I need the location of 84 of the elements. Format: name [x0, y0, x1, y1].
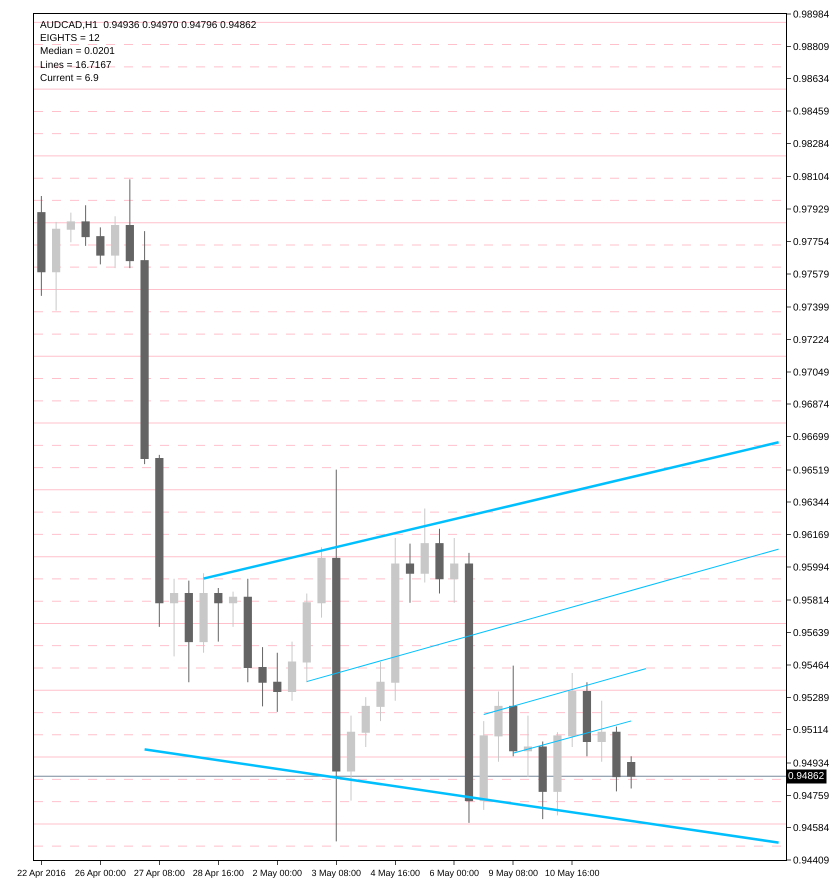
- candlestick: [37, 195, 46, 296]
- candlestick: [199, 572, 208, 654]
- y-tick-label: 0.95814: [793, 596, 830, 607]
- candlestick: [170, 578, 178, 657]
- x-tick-label: 2 May 00:00: [252, 868, 302, 878]
- candlestick: [391, 538, 400, 702]
- y-tick-label: 0.98984: [793, 10, 830, 20]
- y-tick-label: 0.98459: [793, 106, 830, 118]
- candlestick: [406, 543, 414, 604]
- candlestick: [612, 726, 621, 792]
- candlestick: [346, 715, 356, 802]
- y-tick-label: 0.96874: [793, 400, 830, 411]
- y-tick-label: 0.98634: [793, 74, 830, 86]
- candlestick: [228, 591, 238, 628]
- annotation: Lines = 16.7167: [40, 60, 112, 71]
- x-tick-label: 10 May 16:00: [544, 868, 600, 878]
- y-tick-label: 0.97224: [793, 334, 830, 346]
- candlestick: [568, 672, 576, 748]
- candlestick: [494, 691, 503, 762]
- x-tick-label: 9 May 08:00: [488, 868, 538, 878]
- x-tick-label: 3 May 08:00: [312, 868, 362, 878]
- candlestick: [524, 715, 532, 778]
- candlestick: [582, 682, 592, 757]
- y-tick-label: 0.94409: [793, 856, 830, 866]
- y-tick-label: 0.97579: [793, 269, 830, 280]
- annotation: Median = 0.0201: [40, 46, 116, 57]
- y-tick-label: 0.95114: [793, 725, 829, 736]
- ref-line-label: 0.94862: [788, 771, 825, 782]
- candlestick: [52, 221, 60, 312]
- candlestick: [66, 212, 75, 243]
- x-tick-label: 4 May 16:00: [370, 868, 420, 878]
- y-tick-label: 0.98809: [793, 42, 830, 53]
- candlestick: [244, 578, 252, 683]
- candlestick: [110, 216, 120, 269]
- y-tick-label: 0.96169: [793, 530, 830, 542]
- candlestick: [627, 756, 636, 789]
- y-tick-label: 0.95994: [793, 562, 830, 574]
- y-tick-label: 0.96699: [793, 432, 830, 444]
- y-tick-label: 0.96344: [793, 498, 830, 509]
- candlestick: [362, 696, 370, 748]
- candlestick: [435, 528, 444, 594]
- y-tick-label: 0.97754: [793, 236, 830, 248]
- candlestick: [302, 593, 311, 683]
- annotation: Current = 6.9: [40, 73, 100, 84]
- x-tick-label: 26 Apr 00:00: [74, 868, 126, 878]
- annotation: EIGHTS = 12: [40, 33, 100, 44]
- candlestick: [332, 469, 340, 842]
- candlestick: [140, 230, 149, 465]
- candlestick: [317, 546, 326, 618]
- candlestick: [450, 538, 458, 604]
- candlestick: [464, 552, 474, 824]
- annotation: AUDCAD,H1 0.94936 0.94970 0.94796 0.94862: [40, 20, 257, 31]
- y-tick-label: 0.94759: [793, 790, 830, 802]
- candlestick: [258, 646, 267, 707]
- y-tick-label: 0.95464: [793, 660, 830, 672]
- y-tick-label: 0.96519: [793, 465, 830, 476]
- candlestick: [82, 204, 90, 246]
- candlestick: [538, 740, 547, 820]
- candlestick: [480, 720, 488, 810]
- candlestick: [155, 454, 164, 628]
- candlestick: [598, 700, 606, 762]
- x-tick-label: 22 Apr 2016: [17, 868, 66, 878]
- y-tick-label: 0.94584: [793, 823, 830, 834]
- candlestick: [288, 641, 296, 702]
- x-tick-label: 6 May 00:00: [429, 868, 480, 878]
- y-tick-label: 0.94934: [793, 758, 830, 770]
- candlestick: [273, 652, 282, 712]
- candlestick: [126, 178, 134, 269]
- candlestick: [376, 661, 385, 722]
- candlestick: [96, 226, 104, 265]
- y-tick-label: 0.98284: [793, 138, 830, 150]
- candlestick: [553, 732, 562, 816]
- y-tick-label: 0.97399: [793, 302, 830, 314]
- y-tick-label: 0.97929: [793, 204, 830, 216]
- y-tick-label: 0.97049: [793, 367, 830, 378]
- candlestick: [184, 580, 193, 683]
- x-tick-label: 27 Apr 08:00: [134, 868, 185, 878]
- y-tick-label: 0.95639: [793, 628, 830, 640]
- candlestick: [509, 665, 518, 757]
- y-tick-label: 0.95289: [793, 692, 830, 704]
- x-tick-label: 28 Apr 16:00: [192, 868, 244, 878]
- y-tick-label: 0.98104: [793, 172, 830, 184]
- candlestick: [420, 508, 429, 583]
- candlestick: [214, 587, 222, 642]
